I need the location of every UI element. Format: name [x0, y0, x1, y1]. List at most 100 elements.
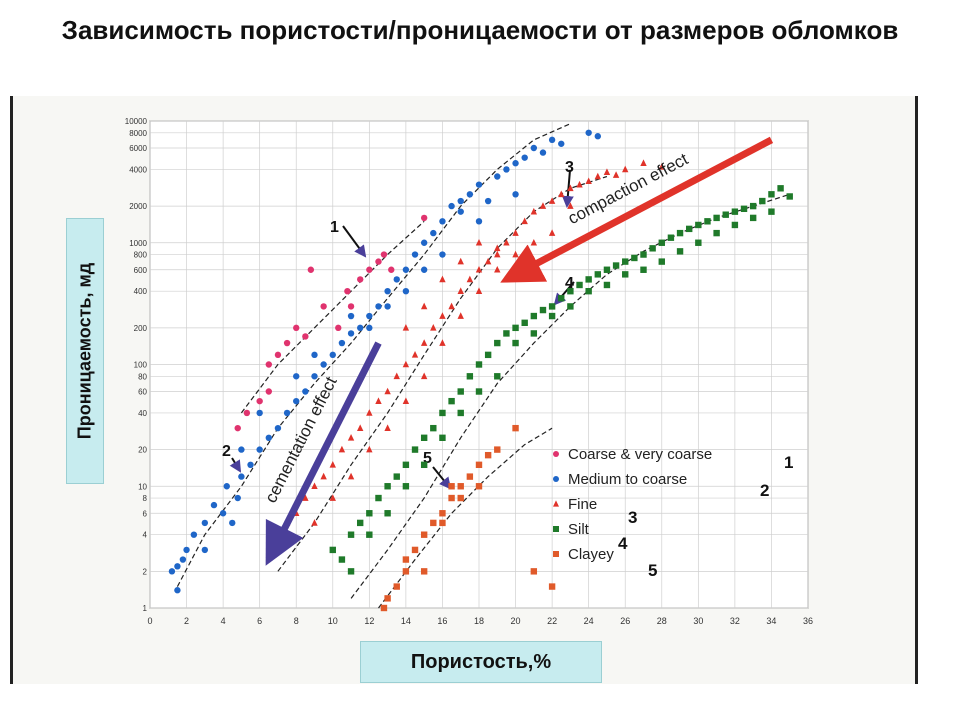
data-point: [238, 446, 245, 453]
guide-line-label: 4: [565, 275, 574, 292]
data-point: [338, 556, 346, 563]
guide-line-label: 1: [330, 219, 339, 236]
data-point: [768, 191, 775, 198]
legend-label: Fine: [568, 496, 597, 513]
data-point: [356, 276, 364, 283]
data-point: [356, 324, 364, 332]
legend-item: Clayey 5: [553, 546, 657, 580]
data-point: [457, 257, 464, 265]
pointer-arrow: [561, 169, 574, 208]
data-point: [168, 568, 176, 575]
x-tick-label: 24: [584, 616, 594, 626]
data-point: [448, 483, 455, 490]
x-tick-label: 2: [184, 616, 189, 626]
data-point: [311, 351, 318, 359]
data-point: [411, 446, 419, 453]
data-point: [484, 197, 492, 205]
data-point: [366, 510, 373, 517]
data-point: [229, 519, 236, 527]
y-tick-label: 2: [143, 567, 148, 576]
data-point: [567, 303, 574, 310]
legend-number: 1: [784, 453, 793, 472]
data-point: [631, 254, 638, 262]
data-point: [475, 181, 483, 188]
data-point: [384, 424, 391, 431]
data-point: [512, 160, 519, 167]
y-tick-label: 8: [143, 494, 148, 503]
y-tick-label: 40: [138, 409, 147, 418]
data-point: [223, 483, 230, 490]
data-point: [329, 494, 336, 501]
data-point: [420, 568, 428, 575]
x-tick-label: 16: [437, 616, 447, 626]
data-point: [548, 312, 556, 320]
data-point: [484, 257, 492, 265]
y-tick-label: 6: [143, 509, 148, 518]
data-point: [494, 265, 501, 273]
data-point: [695, 239, 702, 246]
data-point: [439, 434, 446, 442]
data-point: [503, 238, 510, 246]
data-point: [439, 312, 446, 319]
data-point: [466, 275, 474, 283]
legend-item: Medium to coarse 2: [553, 471, 769, 500]
data-point: [293, 373, 300, 380]
data-point: [457, 483, 464, 490]
data-point: [347, 312, 355, 320]
data-point: [530, 330, 538, 337]
data-point: [548, 229, 556, 236]
data-point: [420, 461, 428, 469]
data-point: [484, 451, 492, 459]
data-point: [402, 461, 410, 469]
data-point: [594, 271, 602, 278]
data-point: [256, 446, 263, 453]
data-point: [512, 324, 519, 332]
data-point: [695, 221, 702, 229]
data-point: [366, 409, 373, 416]
data-point: [713, 229, 720, 237]
data-point: [475, 461, 483, 469]
data-point: [256, 397, 263, 405]
data-point: [567, 287, 574, 295]
guide-line-label: 5: [423, 450, 432, 467]
data-point: [384, 303, 391, 310]
data-point: [402, 287, 410, 295]
data-point: [548, 583, 556, 590]
data-point: [768, 208, 775, 215]
legend-number: 2: [760, 481, 769, 500]
data-point: [402, 324, 410, 331]
data-point: [475, 265, 483, 273]
data-point: [380, 251, 388, 258]
data-point: [475, 361, 483, 368]
y-tick-label: 800: [134, 251, 148, 260]
x-axis-label-box: Пористость,%: [360, 641, 602, 683]
data-point: [594, 172, 602, 180]
x-tick-label: 8: [294, 616, 299, 626]
data-point: [174, 587, 181, 594]
data-point: [494, 373, 501, 380]
data-point: [530, 568, 538, 575]
data-point: [402, 266, 410, 273]
data-point: [366, 312, 373, 320]
data-point: [356, 519, 364, 527]
y-tick-label: 10: [138, 482, 147, 491]
data-point: [475, 287, 483, 294]
data-point: [293, 324, 300, 332]
slide-title: Зависимость пористости/проницаемости от …: [61, 15, 899, 45]
data-point: [494, 446, 501, 453]
y-tick-label: 20: [138, 446, 147, 455]
data-point: [585, 177, 592, 185]
legend-number: 4: [618, 534, 628, 553]
data-point: [375, 397, 382, 404]
pointer-arrow: [432, 466, 452, 490]
data-point: [366, 531, 373, 538]
legend-label: Medium to coarse: [568, 471, 687, 488]
data-point: [183, 546, 190, 554]
data-point: [302, 333, 309, 340]
data-point: [411, 351, 419, 358]
data-point: [612, 171, 620, 178]
pointer-arrow: [342, 225, 367, 258]
x-tick-label: 26: [620, 616, 630, 626]
data-point: [320, 361, 327, 368]
data-point: [759, 197, 766, 205]
